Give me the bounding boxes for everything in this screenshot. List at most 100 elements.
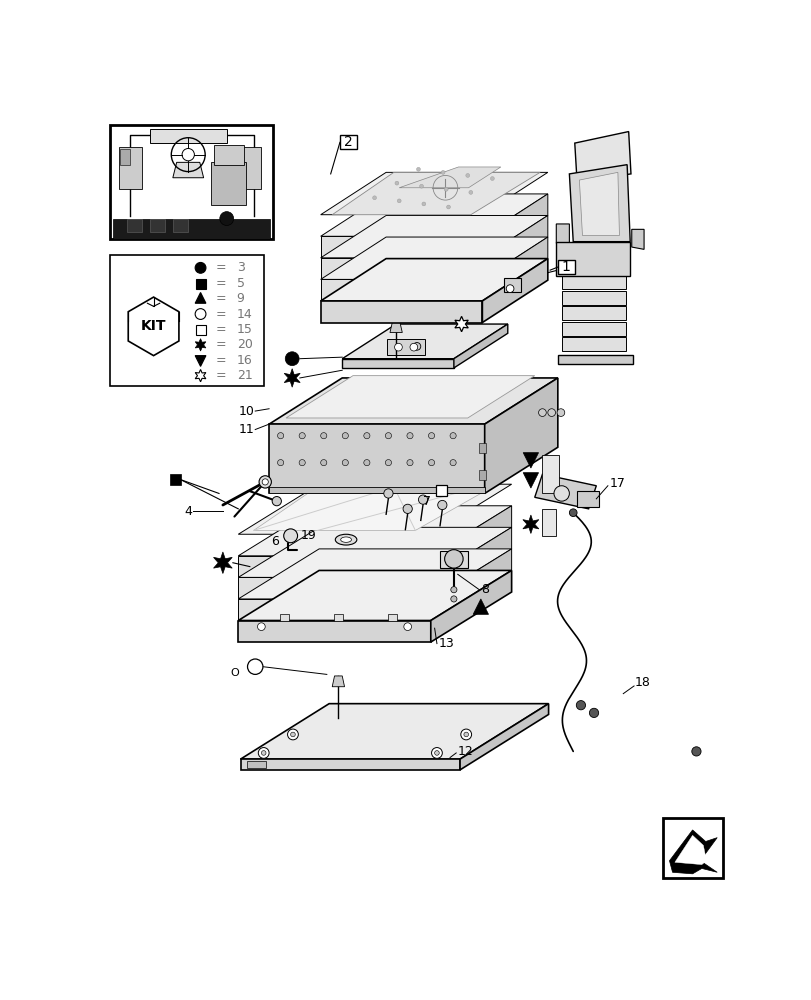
Polygon shape [389, 323, 401, 333]
Polygon shape [240, 704, 548, 759]
Polygon shape [238, 556, 431, 577]
Circle shape [553, 486, 569, 501]
Circle shape [444, 187, 448, 191]
Polygon shape [484, 378, 557, 493]
Circle shape [437, 500, 446, 510]
Text: O: O [230, 668, 238, 678]
Polygon shape [561, 337, 624, 351]
Circle shape [428, 433, 434, 439]
Circle shape [547, 409, 555, 416]
Text: =: = [215, 308, 225, 321]
Bar [577, 491, 598, 507]
Circle shape [220, 212, 234, 225]
Text: =: = [215, 354, 225, 367]
Circle shape [418, 495, 427, 504]
Polygon shape [238, 484, 511, 534]
Polygon shape [482, 215, 547, 279]
Polygon shape [482, 237, 547, 301]
Circle shape [413, 343, 420, 350]
Circle shape [505, 285, 513, 292]
Polygon shape [431, 570, 511, 642]
Text: 2: 2 [344, 135, 352, 149]
Polygon shape [482, 259, 547, 323]
Circle shape [440, 170, 444, 174]
Polygon shape [253, 480, 504, 530]
Circle shape [272, 497, 281, 506]
Polygon shape [668, 830, 716, 874]
Polygon shape [341, 324, 507, 359]
Text: 1: 1 [561, 260, 570, 274]
Bar [340, 135, 356, 149]
Text: =: = [215, 277, 225, 290]
Ellipse shape [335, 534, 356, 545]
Circle shape [446, 205, 450, 209]
Circle shape [285, 352, 298, 366]
Bar [542, 509, 556, 536]
Polygon shape [195, 356, 206, 366]
Bar [120, 149, 130, 165]
Polygon shape [522, 515, 539, 533]
Text: 13: 13 [438, 637, 453, 650]
Polygon shape [320, 259, 547, 301]
Circle shape [468, 190, 472, 194]
Circle shape [449, 460, 456, 466]
Polygon shape [320, 237, 547, 279]
Circle shape [691, 747, 700, 756]
Circle shape [490, 177, 494, 180]
Circle shape [589, 708, 598, 718]
Circle shape [450, 596, 457, 602]
Polygon shape [341, 359, 453, 368]
Circle shape [406, 460, 413, 466]
Polygon shape [173, 162, 204, 178]
Circle shape [466, 174, 469, 177]
Bar [440, 551, 467, 568]
Text: 4: 4 [184, 505, 192, 518]
Polygon shape [399, 167, 500, 188]
Circle shape [428, 460, 434, 466]
Ellipse shape [341, 537, 351, 542]
Circle shape [419, 184, 423, 188]
Circle shape [394, 343, 401, 351]
Polygon shape [556, 224, 569, 245]
Polygon shape [556, 242, 629, 276]
Bar [268, 487, 484, 493]
Text: 12: 12 [457, 745, 473, 758]
Bar [333, 614, 342, 620]
Polygon shape [320, 172, 547, 215]
Bar [211, 162, 246, 205]
Circle shape [195, 262, 206, 273]
Circle shape [341, 460, 348, 466]
Polygon shape [268, 424, 484, 493]
Text: 7: 7 [423, 495, 431, 508]
Bar [478, 470, 486, 480]
Polygon shape [561, 291, 624, 305]
Circle shape [384, 489, 393, 498]
Circle shape [262, 479, 268, 485]
Circle shape [372, 196, 376, 200]
Text: 5: 5 [237, 277, 244, 290]
Circle shape [363, 460, 370, 466]
Polygon shape [454, 316, 468, 332]
Text: 10: 10 [238, 405, 254, 418]
Bar [436, 485, 446, 496]
Polygon shape [579, 172, 619, 235]
Bar [247, 761, 266, 768]
Text: 16: 16 [237, 354, 252, 367]
Polygon shape [238, 599, 431, 620]
Polygon shape [431, 527, 511, 599]
Circle shape [449, 433, 456, 439]
Bar [149, 219, 165, 232]
Circle shape [406, 433, 413, 439]
Polygon shape [453, 324, 507, 368]
Polygon shape [522, 453, 538, 468]
Polygon shape [431, 506, 511, 577]
Circle shape [258, 748, 268, 758]
Text: 14: 14 [237, 308, 252, 321]
Circle shape [341, 433, 348, 439]
Circle shape [461, 729, 471, 740]
Polygon shape [674, 835, 706, 865]
Polygon shape [561, 306, 624, 320]
Circle shape [277, 460, 283, 466]
Polygon shape [238, 620, 431, 642]
Circle shape [320, 460, 326, 466]
